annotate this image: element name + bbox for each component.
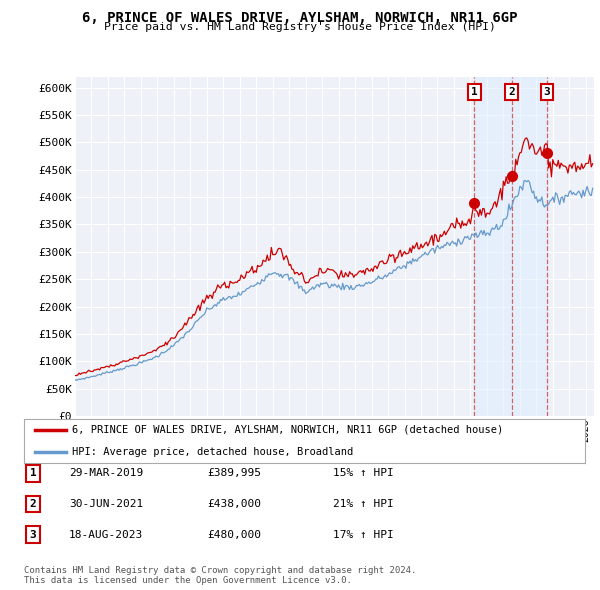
Text: Contains HM Land Registry data © Crown copyright and database right 2024.
This d: Contains HM Land Registry data © Crown c… [24,566,416,585]
Text: 1: 1 [471,87,478,97]
Text: 3: 3 [29,530,37,539]
Text: 17% ↑ HPI: 17% ↑ HPI [333,530,394,539]
Text: 18-AUG-2023: 18-AUG-2023 [69,530,143,539]
Bar [475,77,547,416]
Text: 2: 2 [29,499,37,509]
Text: 21% ↑ HPI: 21% ↑ HPI [333,499,394,509]
Text: 2: 2 [508,87,515,97]
Text: 6, PRINCE OF WALES DRIVE, AYLSHAM, NORWICH, NR11 6GP: 6, PRINCE OF WALES DRIVE, AYLSHAM, NORWI… [82,11,518,25]
Text: £389,995: £389,995 [207,468,261,478]
Text: 15% ↑ HPI: 15% ↑ HPI [333,468,394,478]
Text: Price paid vs. HM Land Registry's House Price Index (HPI): Price paid vs. HM Land Registry's House … [104,22,496,32]
Text: 29-MAR-2019: 29-MAR-2019 [69,468,143,478]
Text: HPI: Average price, detached house, Broadland: HPI: Average price, detached house, Broa… [71,447,353,457]
Text: 3: 3 [544,87,550,97]
Text: £480,000: £480,000 [207,530,261,539]
Text: 1: 1 [29,468,37,478]
Text: £438,000: £438,000 [207,499,261,509]
Text: 6, PRINCE OF WALES DRIVE, AYLSHAM, NORWICH, NR11 6GP (detached house): 6, PRINCE OF WALES DRIVE, AYLSHAM, NORWI… [71,425,503,435]
Text: 30-JUN-2021: 30-JUN-2021 [69,499,143,509]
